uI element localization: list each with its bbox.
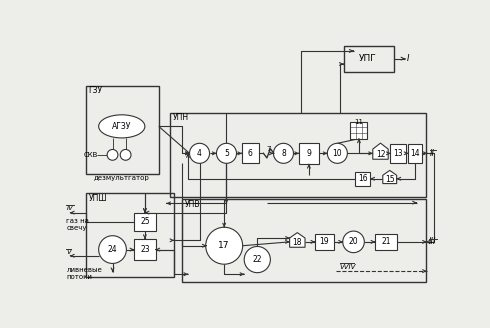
Text: УПН: УПН xyxy=(173,113,190,122)
Bar xyxy=(408,144,422,163)
Bar xyxy=(375,234,397,250)
Text: V: V xyxy=(66,249,71,255)
Polygon shape xyxy=(290,233,305,247)
Text: 7: 7 xyxy=(267,146,271,153)
Circle shape xyxy=(343,231,365,253)
Bar xyxy=(182,199,426,282)
Circle shape xyxy=(327,143,347,163)
Text: АГЗУ: АГЗУ xyxy=(112,122,131,131)
Bar xyxy=(391,144,406,163)
Bar xyxy=(315,234,334,250)
Circle shape xyxy=(244,246,270,273)
Bar xyxy=(134,239,156,260)
Text: УПГ: УПГ xyxy=(359,54,377,63)
Text: 20: 20 xyxy=(349,237,358,246)
Text: 21: 21 xyxy=(381,237,391,246)
Bar xyxy=(242,143,259,163)
Bar xyxy=(86,86,159,174)
Text: ливневые
потоки: ливневые потоки xyxy=(66,267,102,280)
Text: III: III xyxy=(429,237,437,246)
Text: СКВ: СКВ xyxy=(84,152,98,158)
Circle shape xyxy=(206,227,243,264)
Text: УПВ: УПВ xyxy=(185,200,200,209)
Text: 19: 19 xyxy=(319,237,329,246)
Text: 15: 15 xyxy=(385,175,394,184)
Text: 14: 14 xyxy=(410,149,420,158)
Text: 18: 18 xyxy=(293,238,302,247)
Text: 25: 25 xyxy=(140,217,149,226)
Text: 10: 10 xyxy=(333,149,342,158)
Text: 22: 22 xyxy=(252,255,262,264)
Circle shape xyxy=(98,236,126,263)
Text: газ на
свечу: газ на свечу xyxy=(66,218,89,231)
Text: 9: 9 xyxy=(306,149,311,158)
Circle shape xyxy=(107,150,118,160)
Circle shape xyxy=(273,143,294,163)
Text: VVIV: VVIV xyxy=(340,263,356,270)
Text: 8: 8 xyxy=(281,149,286,158)
Text: II: II xyxy=(430,149,435,158)
Text: 24: 24 xyxy=(108,245,117,254)
Bar xyxy=(343,46,393,72)
Text: 5: 5 xyxy=(224,149,229,158)
Text: 23: 23 xyxy=(140,245,149,254)
Text: дезмультгатор: дезмультгатор xyxy=(94,175,149,181)
Circle shape xyxy=(120,150,131,160)
Text: IV: IV xyxy=(66,205,73,211)
Text: 4: 4 xyxy=(197,149,202,158)
Text: ГЗУ: ГЗУ xyxy=(89,87,103,95)
Bar xyxy=(86,194,174,277)
Text: 17: 17 xyxy=(219,241,230,250)
Text: 11: 11 xyxy=(354,119,364,125)
Polygon shape xyxy=(373,143,388,159)
Polygon shape xyxy=(383,171,397,184)
Text: 16: 16 xyxy=(358,174,368,183)
Bar xyxy=(134,213,156,231)
Bar xyxy=(299,143,319,164)
Circle shape xyxy=(217,143,237,163)
Text: 12: 12 xyxy=(376,150,385,159)
Ellipse shape xyxy=(98,115,145,138)
Text: I: I xyxy=(407,54,409,63)
Circle shape xyxy=(190,143,210,163)
Text: 6: 6 xyxy=(248,149,253,158)
Bar xyxy=(350,122,368,139)
Bar xyxy=(171,113,426,197)
Text: 13: 13 xyxy=(393,149,403,158)
Text: УПШ: УПШ xyxy=(89,194,107,203)
Bar xyxy=(355,172,370,186)
